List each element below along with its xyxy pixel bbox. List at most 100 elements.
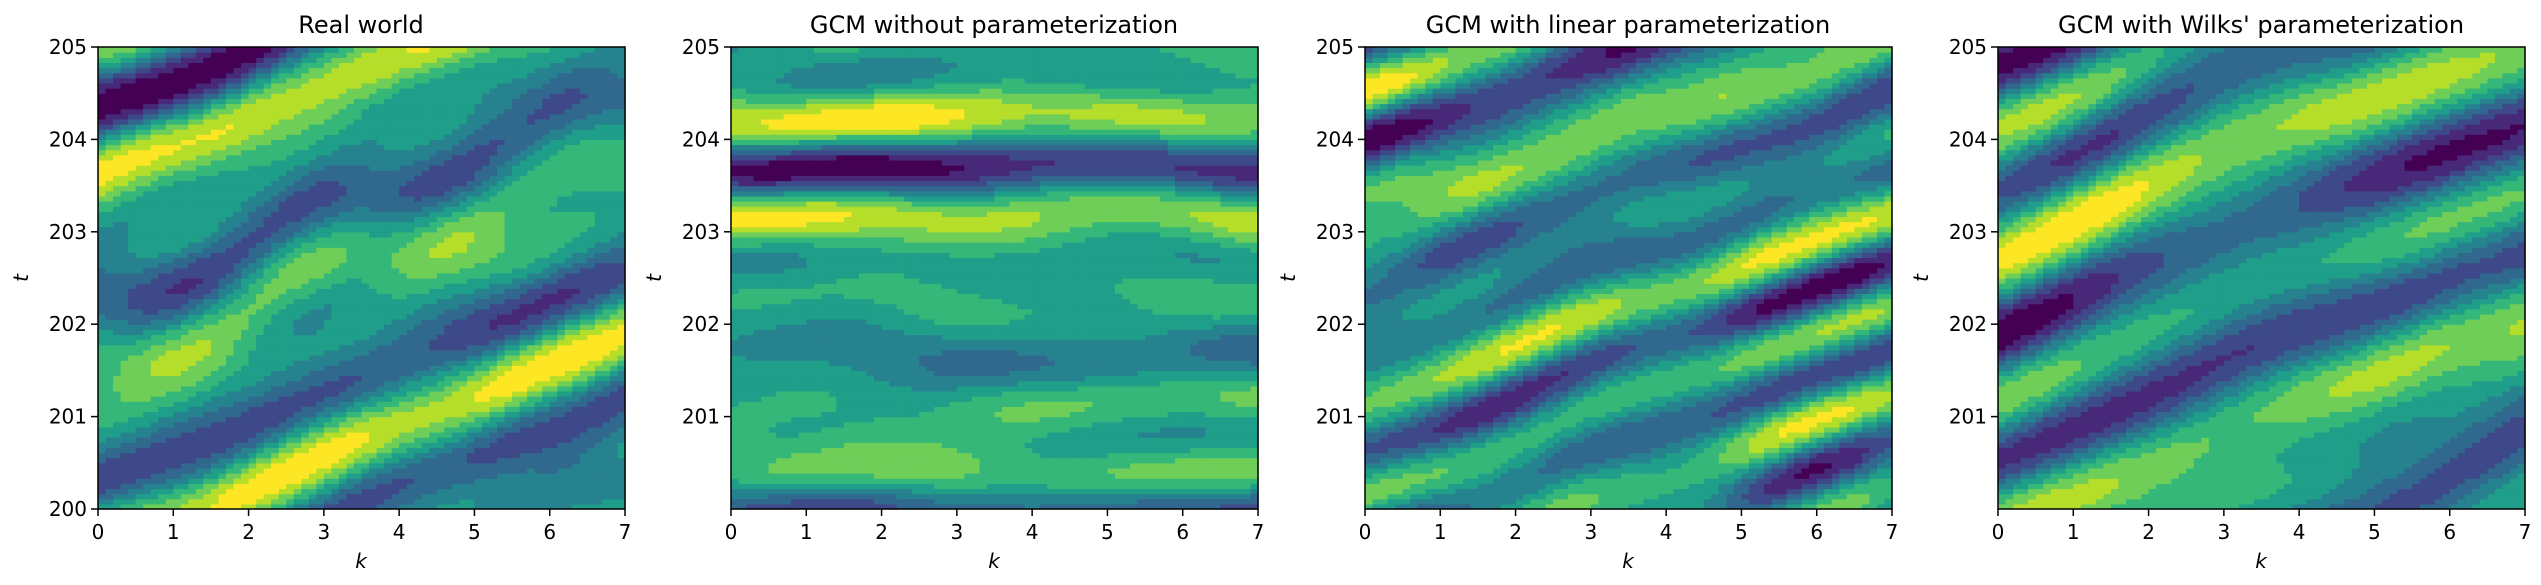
- contour-cell: [572, 447, 581, 454]
- contour-cell: [316, 416, 325, 423]
- contour-cell: [421, 272, 430, 279]
- contour-cell: [233, 421, 242, 428]
- contour-cell: [286, 154, 295, 161]
- contour-cell: [203, 324, 212, 330]
- contour-cell: [391, 344, 400, 351]
- contour-cell: [587, 293, 596, 300]
- contour-cell: [527, 185, 536, 192]
- contour-cell: [218, 298, 227, 305]
- contour-cell: [150, 257, 159, 264]
- contour-cell: [203, 447, 212, 454]
- contour-cell: [429, 447, 438, 454]
- contour-cell: [497, 206, 506, 212]
- contour-cell: [564, 206, 573, 212]
- contour-cell: [572, 144, 581, 151]
- contour-cell: [594, 349, 604, 356]
- contour-cell: [120, 242, 129, 248]
- contour-cell: [512, 226, 521, 233]
- contour-cell: [534, 324, 543, 330]
- contour-cell: [248, 154, 257, 161]
- contour-cell: [519, 334, 528, 341]
- contour-cell: [120, 175, 129, 182]
- contour-cell: [587, 170, 596, 176]
- contour-cell: [158, 216, 167, 223]
- contour-cell: [301, 149, 310, 156]
- contour-cell: [331, 396, 340, 402]
- contour-cell: [150, 411, 159, 418]
- contour-cell: [135, 447, 144, 454]
- contour-cell: [120, 231, 129, 238]
- contour-cell: [225, 231, 235, 238]
- contour-cell: [376, 339, 385, 346]
- contour-cell: [286, 442, 295, 448]
- contour-cell: [361, 396, 370, 402]
- contour-cell: [286, 226, 295, 233]
- contour-cell: [165, 355, 174, 361]
- contour-cell: [534, 385, 543, 392]
- contour-cell: [113, 206, 122, 212]
- contour-cell: [338, 226, 348, 233]
- contour-cell: [180, 390, 189, 397]
- contour-cell: [564, 365, 573, 371]
- contour-cell: [451, 390, 460, 397]
- contour-cell: [414, 144, 423, 151]
- contour-cell: [338, 416, 348, 423]
- contour-cell: [534, 498, 543, 505]
- contour-cell: [504, 195, 513, 202]
- contour-cell: [444, 375, 453, 382]
- contour-cell: [466, 293, 476, 300]
- contour-cell: [384, 349, 393, 356]
- contour-cell: [587, 206, 596, 212]
- contour-cell: [301, 493, 310, 500]
- contour-cell: [180, 170, 189, 176]
- contour-cell: [527, 236, 536, 243]
- contour-cell: [323, 498, 332, 505]
- contour-cell: [263, 195, 272, 202]
- contour-cell: [549, 303, 558, 310]
- contour-cell: [534, 432, 543, 438]
- contour-cell: [143, 139, 152, 146]
- contour-cell: [579, 252, 588, 259]
- contour-cell: [210, 416, 220, 423]
- contour-cell: [316, 390, 325, 397]
- contour-cell: [165, 231, 174, 238]
- contour-cell: [98, 421, 107, 428]
- contour-cell: [271, 385, 280, 392]
- contour-cell: [331, 493, 340, 500]
- contour-cell: [248, 370, 257, 377]
- contour-cell: [218, 478, 227, 484]
- contour-cell: [617, 432, 626, 438]
- contour-cell: [406, 313, 415, 320]
- contour-cell: [316, 349, 325, 356]
- contour-cell: [128, 226, 137, 233]
- contour-cell: [353, 360, 363, 366]
- contour-cell: [210, 154, 220, 161]
- contour-cell: [512, 283, 521, 289]
- contour-cell: [369, 349, 378, 356]
- contour-cell: [150, 483, 159, 490]
- contour-cell: [308, 144, 317, 151]
- contour-cell: [527, 488, 536, 495]
- contour-cell: [549, 360, 558, 366]
- contour-cell: [497, 385, 506, 392]
- contour-cell: [105, 401, 114, 407]
- contour-cell: [429, 231, 438, 238]
- contour-cell: [617, 242, 626, 248]
- contour-cell: [436, 365, 445, 371]
- contour-cell: [361, 272, 370, 279]
- contour-cell: [271, 272, 280, 279]
- contour-cell: [218, 432, 227, 438]
- contour-cell: [143, 267, 152, 274]
- contour-cell: [293, 452, 302, 459]
- contour-cell: [549, 159, 558, 166]
- contour-cell: [248, 272, 257, 279]
- contour-cell: [128, 426, 137, 433]
- contour-cell: [497, 483, 506, 490]
- contour-cell: [180, 442, 189, 448]
- contour-cell: [481, 365, 491, 371]
- contour-cell: [120, 226, 129, 233]
- contour-cell: [233, 272, 242, 279]
- contour-cell: [609, 298, 619, 305]
- contour-cell: [278, 324, 287, 330]
- contour-cell: [414, 303, 423, 310]
